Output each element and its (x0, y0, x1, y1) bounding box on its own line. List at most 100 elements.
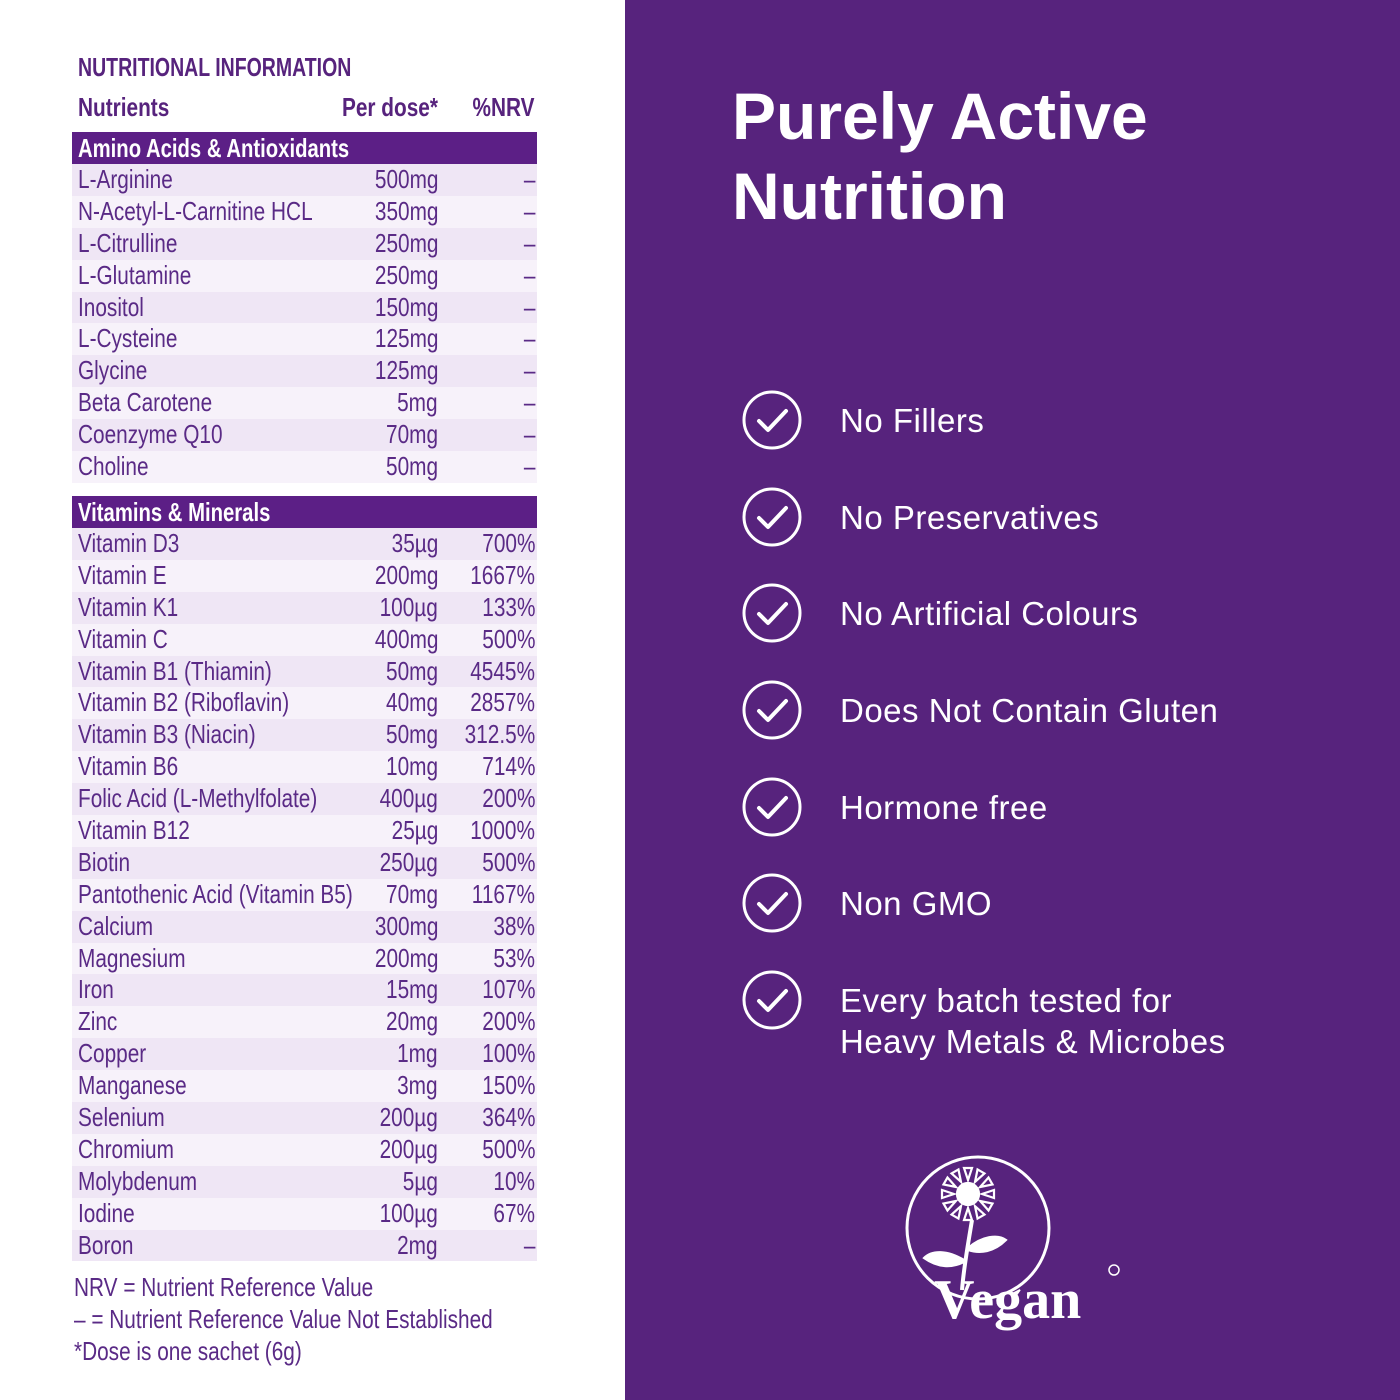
nutrient-nrv: 2857% (470, 687, 535, 718)
column-header-nrv: %NRV (472, 92, 535, 122)
feature-text-line: No Preservatives (840, 499, 1100, 536)
footnote-dose: *Dose is one sachet (6g) (74, 1336, 302, 1366)
table-row: Vitamin B6 10mg 714% (72, 751, 537, 784)
table-row: Copper 1mg 100% (72, 1038, 537, 1071)
table-row: Molybdenum 5µg 10% (72, 1165, 537, 1198)
nutrient-nrv: – (523, 195, 535, 226)
nutrient-nrv: 312.5% (464, 719, 535, 750)
nutrient-name: Folic Acid (L-Methylfolate) (78, 783, 318, 814)
check-circle-icon (742, 583, 802, 643)
section-amino-acids: Amino Acids & Antioxidants L-Arginine 500… (72, 132, 537, 483)
section-header: Amino Acids & Antioxidants (72, 132, 537, 164)
nutrient-nrv: 500% (481, 846, 535, 877)
feature-label: Does Not Contain Gluten (840, 690, 1218, 731)
nutrient-dose: 3mg (397, 1070, 438, 1101)
nutrient-name: Choline (78, 451, 149, 482)
nutrient-dose: 5µg (402, 1165, 438, 1196)
nutrient-name: Coenzyme Q10 (78, 419, 223, 450)
check-circle-icon (742, 390, 802, 450)
feature-text-line: No Artificial Colours (840, 595, 1139, 632)
table-row: Vitamin C 400mg 500% (72, 623, 537, 656)
nutrient-nrv: – (523, 355, 535, 386)
nutrient-dose: 15mg (385, 974, 438, 1005)
nutrient-nrv: 133% (481, 591, 535, 622)
feature-label: Every batch tested for Heavy Metals & Mic… (840, 980, 1226, 1062)
check-circle-icon (742, 970, 802, 1030)
table-row: Vitamin E 200mg 1667% (72, 559, 537, 592)
nutrient-name: Vitamin E (78, 559, 167, 590)
table-row: Iodine 100µg 67% (72, 1197, 537, 1230)
nutrient-rows: L-Arginine 500mg – N-Acetyl-L-Carnitine HCL… (72, 164, 537, 483)
headline-line-1: Purely Active (732, 79, 1148, 153)
table-row: Vitamin B2 (Riboflavin) 40mg 2857% (72, 687, 537, 720)
nutrient-nrv: 1167% (471, 878, 535, 909)
nutrient-nrv: – (523, 451, 535, 482)
nutrient-nrv: – (523, 291, 535, 322)
nutrient-nrv: – (523, 387, 535, 418)
nutrient-dose: 200µg (379, 1133, 438, 1164)
check-circle-icon (742, 680, 802, 740)
table-row: Beta Carotene 5mg – (72, 387, 537, 420)
nutrient-nrv: 1667% (470, 559, 535, 590)
nutrient-dose: 250mg (374, 227, 438, 258)
nutrient-nrv: – (523, 164, 535, 194)
nutrient-rows: Vitamin D3 35µg 700% Vitamin E 200mg 1667% Vit… (72, 528, 537, 1262)
nutrient-name: Vitamin B12 (78, 815, 190, 846)
nutrient-name: Iodine (78, 1197, 135, 1228)
nutrient-dose: 250µg (379, 846, 438, 877)
check-circle-icon (742, 777, 802, 837)
table-row: L-Citrulline 250mg – (72, 227, 537, 260)
nutrient-name: Vitamin B3 (Niacin) (78, 719, 256, 750)
nutrient-name: Biotin (78, 846, 131, 877)
nutrient-dose: 200mg (374, 559, 438, 590)
nutrient-nrv: 100% (481, 1038, 535, 1069)
nutrient-name: Vitamin B2 (Riboflavin) (78, 687, 290, 718)
nutrient-name: L-Citrulline (78, 227, 178, 258)
nutrient-nrv: 700% (481, 528, 535, 558)
nutrient-dose: 70mg (385, 878, 438, 909)
nutrient-dose: 2mg (397, 1229, 438, 1260)
nutrient-nrv: 500% (481, 1133, 535, 1164)
vegan-logo: Vegan (902, 1150, 1132, 1350)
nutrient-nrv: 714% (481, 751, 535, 782)
section-title: Vitamins & Minerals (78, 497, 271, 527)
vegan-logo-text: Vegan (934, 1269, 1081, 1331)
nutrient-dose: 250mg (374, 259, 438, 290)
section-vitamins-minerals: Vitamins & Minerals Vitamin D3 35µg 700% Vi… (72, 496, 537, 1262)
nutrient-name: Chromium (78, 1133, 174, 1164)
nutrient-dose: 300mg (374, 910, 438, 941)
nutrient-nrv: 200% (481, 783, 535, 814)
nutrient-name: Calcium (78, 910, 154, 941)
nutrient-dose: 70mg (385, 419, 438, 450)
table-row: Vitamin B3 (Niacin) 50mg 312.5% (72, 719, 537, 752)
nutrition-panel: NUTRITIONAL INFORMATION Nutrients Per do… (0, 0, 625, 1400)
nutrient-name: L-Arginine (78, 164, 173, 194)
table-row: Choline 50mg – (72, 451, 537, 483)
table-row: Vitamin B12 25µg 1000% (72, 815, 537, 847)
nutrient-name: Copper (78, 1038, 147, 1069)
nutrient-name: Glycine (78, 355, 148, 386)
feature-label: No Artificial Colours (840, 593, 1138, 634)
table-row: Selenium 200µg 364% (72, 1102, 537, 1134)
table-row: Pantothenic Acid (Vitamin B5) 70mg 1167% (72, 878, 537, 911)
section-title: Amino Acids & Antioxidants (78, 133, 350, 163)
headline-line-2: Nutrition (732, 159, 1007, 233)
nutrient-dose: 100µg (379, 591, 438, 622)
feature-item: Hormone free (742, 777, 1382, 847)
feature-text-line: Non GMO (840, 885, 993, 922)
nutrient-dose: 25µg (391, 815, 438, 846)
nutrient-dose: 400µg (379, 783, 438, 814)
column-header-nutrients: Nutrients (78, 92, 170, 122)
nutrient-name: Iron (78, 974, 114, 1005)
table-row: Magnesium 200mg 53% (72, 942, 537, 975)
nutrient-nrv: 1000% (470, 815, 535, 846)
nutrient-nrv: 38% (493, 910, 535, 941)
nutrient-name: Selenium (78, 1102, 165, 1133)
table-row: Zinc 20mg 200% (72, 1006, 537, 1039)
table-row: Inositol 150mg – (72, 291, 537, 324)
table-row: L-Cysteine 125mg – (72, 323, 537, 356)
nutrient-name: Beta Carotene (78, 387, 213, 418)
nutrient-nrv: 4545% (470, 655, 535, 686)
nutrient-dose: 50mg (385, 719, 438, 750)
table-row: Vitamin D3 35µg 700% (72, 528, 537, 560)
